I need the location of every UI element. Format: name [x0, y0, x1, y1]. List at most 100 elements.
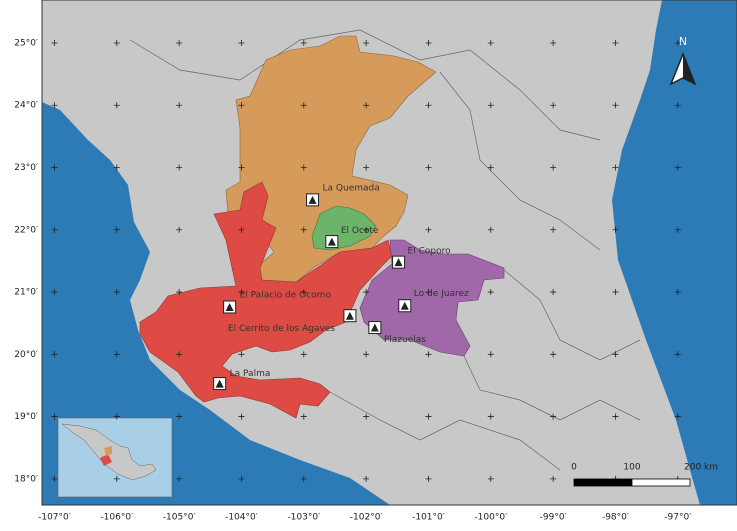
- grid-cross: [238, 39, 245, 46]
- site-icon-tent: [394, 258, 403, 267]
- inset-map: [57, 417, 173, 498]
- lat-label: 22°0′: [14, 225, 38, 235]
- lat-label: 23°0′: [14, 163, 38, 173]
- site-label: La Quemada: [323, 183, 380, 193]
- grid-cross: [363, 164, 370, 171]
- grid-cross: [113, 226, 120, 233]
- scale-label: 200 km: [684, 463, 718, 473]
- grid-cross: [113, 289, 120, 296]
- site-icon-tent: [345, 311, 354, 320]
- grid-cross: [300, 413, 307, 420]
- north-label: N: [679, 35, 687, 48]
- grid-cross: [363, 39, 370, 46]
- site: El Ocote: [325, 226, 379, 249]
- lat-label: 20°0′: [14, 350, 38, 360]
- grid-cross: [300, 164, 307, 171]
- grid-cross: [113, 39, 120, 46]
- site-label: El Ocote: [341, 226, 379, 236]
- borders: [439, 71, 601, 251]
- grid-cross: [674, 413, 681, 420]
- region-zacatecas: [225, 35, 437, 283]
- site-label: El Palacio de Ocomo: [240, 290, 332, 300]
- scale-segment: [573, 478, 633, 487]
- grid-cross: [176, 164, 183, 171]
- grid-cross: [674, 102, 681, 109]
- grid-cross: [612, 164, 619, 171]
- grid-cross: [425, 226, 432, 233]
- grid-cross: [113, 351, 120, 358]
- pacific: [42, 102, 390, 505]
- site: Plazuelas: [368, 321, 426, 345]
- lon-label: -101°0′: [412, 513, 445, 523]
- site: El Cerrito de los Agaves: [228, 309, 357, 334]
- grid-cross: [674, 226, 681, 233]
- grid-cross: [176, 39, 183, 46]
- grid-cross: [363, 226, 370, 233]
- grid-cross: [176, 351, 183, 358]
- lat-label: 21°0′: [14, 288, 38, 298]
- borders: [503, 269, 641, 361]
- grid-cross: [363, 475, 370, 482]
- grid-cross: [674, 351, 681, 358]
- grid-cross: [487, 39, 494, 46]
- lon-label: -99°0′: [540, 513, 567, 523]
- grid-cross: [612, 351, 619, 358]
- site: El Palacio de Ocomo: [223, 290, 332, 314]
- site-label: Plazuelas: [384, 335, 426, 345]
- site: La Palma: [213, 369, 271, 391]
- grid-cross: [487, 102, 494, 109]
- grid-cross: [300, 475, 307, 482]
- grid-cross: [363, 351, 370, 358]
- scale-label: 100: [623, 463, 640, 473]
- lon-label: -102°0′: [350, 513, 383, 523]
- grid-cross: [51, 289, 58, 296]
- lat-label: 24°0′: [14, 101, 38, 111]
- grid-cross: [487, 226, 494, 233]
- lon-label: -103°0′: [287, 513, 320, 523]
- gulf: [612, 0, 737, 505]
- lon-label: -105°0′: [163, 513, 196, 523]
- lon-label: -106°0′: [100, 513, 133, 523]
- grid-cross: [176, 289, 183, 296]
- grid-cross: [113, 102, 120, 109]
- grid-cross: [238, 164, 245, 171]
- grid-cross: [674, 289, 681, 296]
- grid-cross: [550, 289, 557, 296]
- grid-cross: [238, 475, 245, 482]
- grid-cross: [550, 475, 557, 482]
- lon-label: -104°0′: [225, 513, 258, 523]
- grid-cross: [300, 351, 307, 358]
- grid-cross: [176, 413, 183, 420]
- grid-cross: [300, 226, 307, 233]
- frame: [41, 0, 737, 506]
- grid-cross: [51, 226, 58, 233]
- grid-cross: [674, 164, 681, 171]
- grid-cross: [487, 413, 494, 420]
- site-label: La Palma: [230, 369, 271, 379]
- grid-cross: [51, 413, 58, 420]
- site: Lo de Juarez: [398, 289, 469, 313]
- north-arrow: N: [669, 35, 697, 86]
- grid-cross: [425, 413, 432, 420]
- site-label: Lo de Juarez: [414, 289, 469, 299]
- grid-cross: [363, 413, 370, 420]
- grid-cross: [425, 351, 432, 358]
- grid-cross: [487, 351, 494, 358]
- grid-cross: [113, 413, 120, 420]
- site-label: El Cerrito de los Agaves: [228, 324, 335, 334]
- site-icon-tent: [308, 195, 317, 204]
- lon-label: -100°0′: [474, 513, 507, 523]
- grid-cross: [425, 289, 432, 296]
- grid-cross: [238, 102, 245, 109]
- grid-cross: [487, 164, 494, 171]
- grid-cross: [425, 164, 432, 171]
- scale-segment: [631, 478, 691, 487]
- grid-cross: [612, 413, 619, 420]
- site: La Quemada: [306, 183, 380, 207]
- grid-cross: [487, 289, 494, 296]
- grid-cross: [238, 289, 245, 296]
- grid-cross: [176, 226, 183, 233]
- grid-cross: [51, 164, 58, 171]
- grid-cross: [300, 102, 307, 109]
